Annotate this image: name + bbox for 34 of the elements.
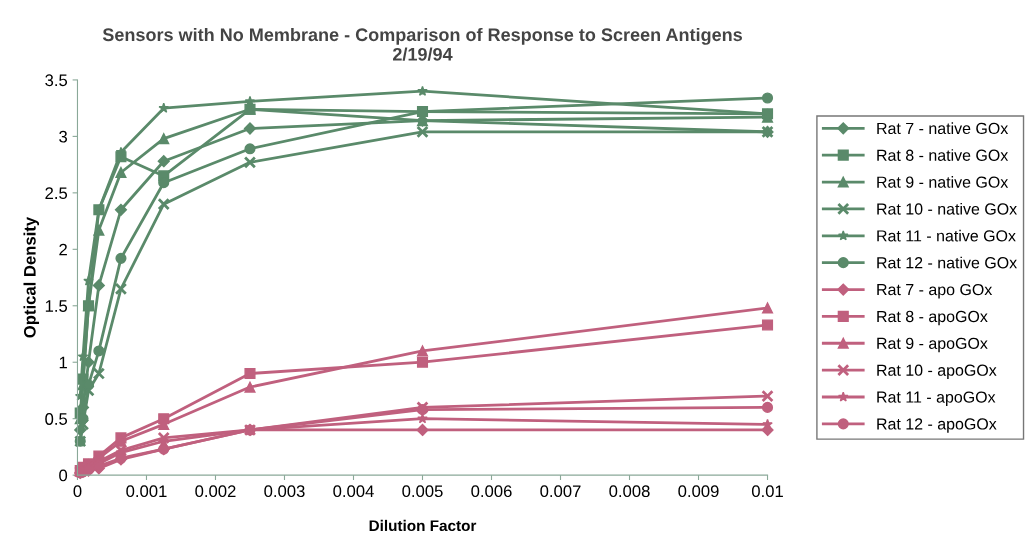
legend-label: Rat 8 - native GOx xyxy=(877,149,1009,161)
y-tick-label: 3 xyxy=(59,130,68,143)
y-tick-label: 0.5 xyxy=(45,413,68,425)
x-tick-label: 0.004 xyxy=(333,485,374,498)
x-tick-label: 0.002 xyxy=(195,485,236,498)
x-tick-label: 0.005 xyxy=(402,485,443,498)
legend-label: Rat 10 - native GOx xyxy=(877,202,1017,215)
legend-label: Rat 11 - native GOx xyxy=(877,229,1016,242)
y-tick-label: 1 xyxy=(59,356,67,369)
y-tick-label: 3.5 xyxy=(45,74,68,87)
legend-label: Rat 7 - native GOx xyxy=(877,122,1009,135)
legend-label: Rat 9 - native GOx xyxy=(877,176,1009,188)
legend-label: Rat 12 - apoGOx xyxy=(877,418,997,433)
legend-label: Rat 8 - apoGOx xyxy=(877,310,988,326)
x-axis-title: Dilution Factor xyxy=(369,519,477,532)
x-tick-label: 0.008 xyxy=(609,485,650,498)
x-tick-label: 0.01 xyxy=(751,485,783,498)
x-tick-label: 0.001 xyxy=(126,485,167,498)
legend-label: Rat 11 - apoGOx xyxy=(877,391,996,406)
legend-label: Rat 7 - apo GOx xyxy=(877,283,993,299)
legend-label: Rat 12 - native GOx xyxy=(877,256,1017,269)
x-tick-label: 0.003 xyxy=(264,485,305,498)
legend-label: Rat 10 - apoGOx xyxy=(877,364,997,380)
x-tick-label: 0.006 xyxy=(471,485,512,498)
y-tick-label: 2.5 xyxy=(45,187,68,200)
y-tick-label: 2 xyxy=(59,243,67,256)
chart-title: Sensors with No Membrane - Comparison of Response to Screen Antigens 2/19/94 xyxy=(102,27,742,61)
x-tick-label: 0.007 xyxy=(540,485,581,498)
y-tick-label: 0 xyxy=(59,469,68,482)
legend-label: Rat 9 - apoGOx xyxy=(877,337,988,353)
x-tick-label: 0 xyxy=(73,485,82,498)
y-tick-label: 1.5 xyxy=(45,300,68,312)
y-axis-title: Optical Density xyxy=(23,216,40,338)
x-tick-label: 0.009 xyxy=(678,485,719,498)
